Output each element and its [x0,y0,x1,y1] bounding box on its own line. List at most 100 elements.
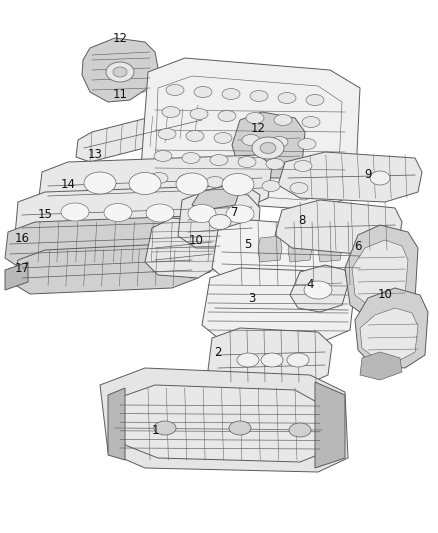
Ellipse shape [158,128,176,140]
Text: 16: 16 [14,231,29,245]
Ellipse shape [270,136,288,148]
Polygon shape [178,190,260,248]
Text: 7: 7 [231,206,239,220]
Text: 9: 9 [364,168,372,182]
Ellipse shape [194,86,212,98]
Ellipse shape [298,139,316,149]
Polygon shape [275,200,402,255]
Ellipse shape [106,62,134,82]
Polygon shape [278,152,422,202]
Ellipse shape [278,93,296,103]
Text: 14: 14 [60,179,75,191]
Polygon shape [360,308,418,360]
Text: 11: 11 [113,88,127,101]
Ellipse shape [214,133,232,143]
Polygon shape [355,288,428,368]
Ellipse shape [289,423,311,437]
Text: 12: 12 [251,122,265,134]
Ellipse shape [188,205,216,222]
Text: 2: 2 [214,345,222,359]
Polygon shape [345,225,418,318]
Ellipse shape [262,181,280,191]
Polygon shape [192,185,240,210]
Polygon shape [145,218,218,278]
Polygon shape [190,246,210,278]
Polygon shape [288,236,312,262]
Polygon shape [352,240,408,305]
Ellipse shape [190,109,208,119]
Polygon shape [140,58,360,210]
Ellipse shape [166,85,184,95]
Ellipse shape [186,131,204,141]
Polygon shape [232,112,305,178]
Ellipse shape [222,174,254,196]
Text: 1: 1 [151,424,159,437]
Ellipse shape [146,204,174,222]
Text: 13: 13 [88,149,102,161]
Ellipse shape [206,176,224,188]
Polygon shape [212,220,368,288]
Ellipse shape [209,214,231,230]
Ellipse shape [154,421,176,435]
Text: 3: 3 [248,292,256,304]
Text: 4: 4 [306,279,314,292]
Ellipse shape [113,67,127,77]
Ellipse shape [129,173,161,195]
Ellipse shape [261,353,283,367]
Text: 15: 15 [38,208,53,222]
Polygon shape [76,105,210,162]
Ellipse shape [302,117,320,127]
Ellipse shape [229,421,251,435]
Polygon shape [82,38,158,102]
Text: 5: 5 [244,238,252,252]
Polygon shape [202,268,355,342]
Ellipse shape [370,171,390,185]
Ellipse shape [304,281,332,299]
Polygon shape [290,265,348,312]
Polygon shape [318,236,342,262]
Text: 8: 8 [298,214,306,227]
Ellipse shape [84,172,116,194]
Text: 17: 17 [14,262,29,274]
Ellipse shape [178,174,196,185]
Ellipse shape [182,152,200,164]
Polygon shape [5,215,228,268]
Text: 10: 10 [378,288,392,302]
Polygon shape [360,352,402,380]
Polygon shape [12,243,200,294]
Ellipse shape [226,205,254,223]
Ellipse shape [162,107,180,117]
Ellipse shape [250,91,268,101]
Ellipse shape [234,179,252,190]
Text: 10: 10 [189,233,203,246]
Polygon shape [5,262,28,290]
Ellipse shape [246,112,264,124]
Ellipse shape [294,160,312,172]
Text: 6: 6 [354,240,362,254]
Ellipse shape [287,353,309,367]
Ellipse shape [238,157,256,167]
Polygon shape [108,388,125,460]
Ellipse shape [222,88,240,100]
Ellipse shape [237,353,259,367]
Ellipse shape [266,158,284,169]
Ellipse shape [290,182,308,193]
Ellipse shape [242,134,260,146]
Ellipse shape [104,204,132,222]
Polygon shape [208,328,332,385]
Ellipse shape [61,203,89,221]
Ellipse shape [306,94,324,106]
Polygon shape [15,185,260,245]
Ellipse shape [210,155,228,166]
Text: 12: 12 [113,31,127,44]
Ellipse shape [252,137,284,159]
Polygon shape [118,385,325,462]
Polygon shape [38,155,272,215]
Ellipse shape [260,142,276,154]
Ellipse shape [218,110,236,122]
Ellipse shape [150,173,168,183]
Ellipse shape [176,173,208,195]
Polygon shape [100,368,348,472]
Ellipse shape [274,115,292,125]
Ellipse shape [154,150,172,161]
